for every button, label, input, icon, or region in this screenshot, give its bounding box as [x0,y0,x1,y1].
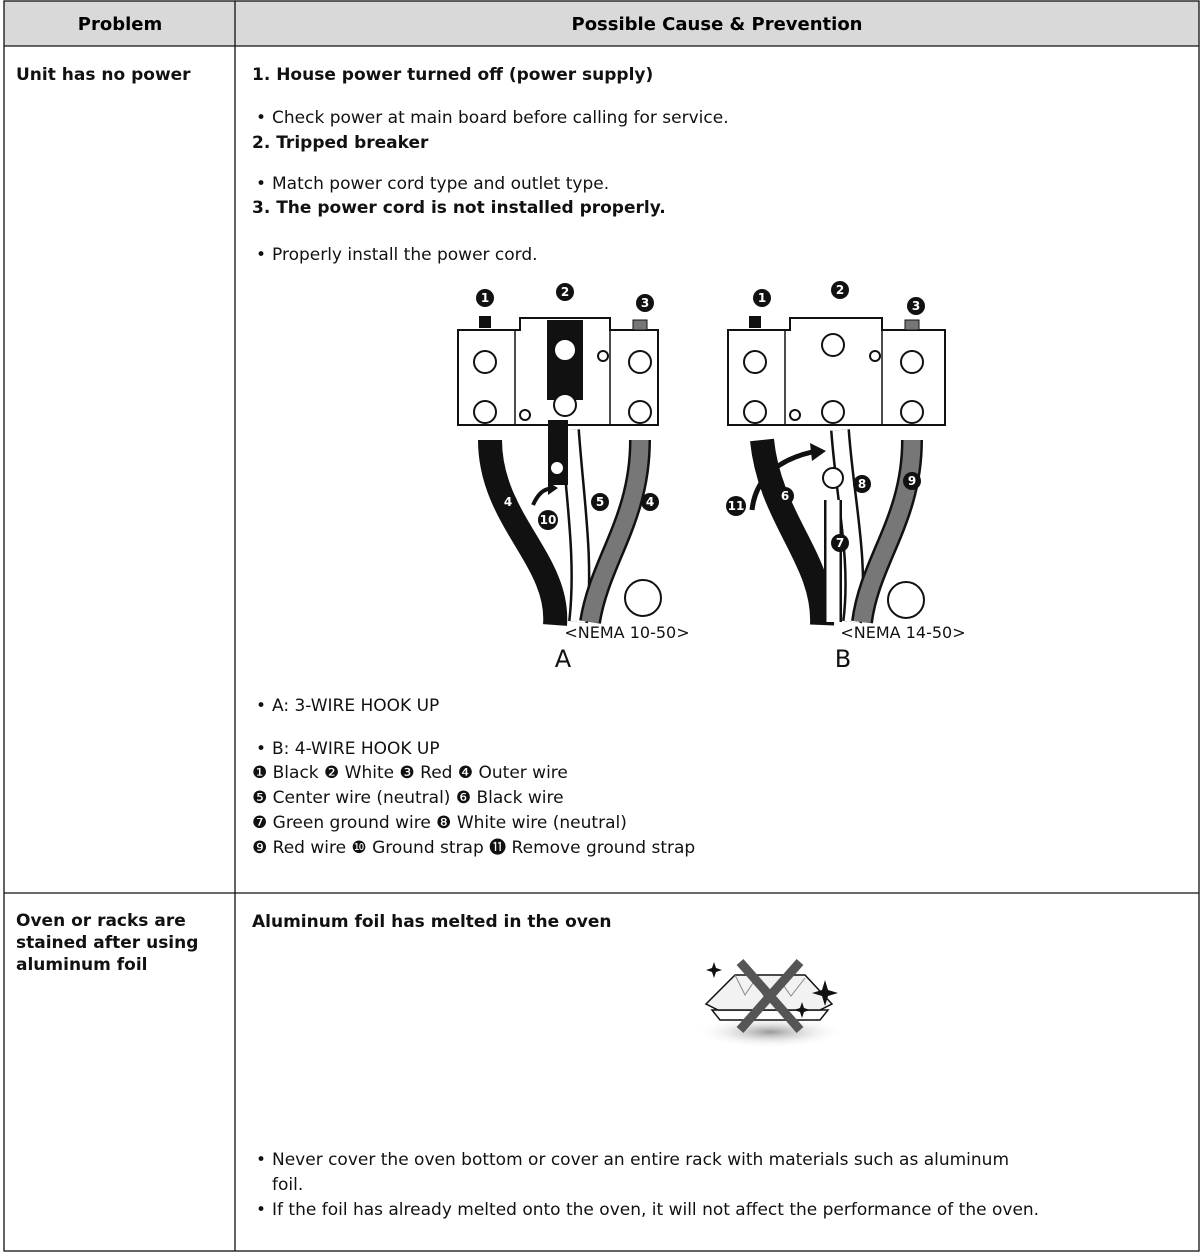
diagram-label: 3 [912,299,920,313]
table-grid [3,0,1200,1252]
bullet: Never cover the oven bottom or cover an … [252,1148,1032,1198]
diagram-label: 5 [596,495,604,509]
outlet-caption: <NEMA 14-50> [840,623,965,642]
foil-illustration [695,959,845,1048]
header-cause: Possible Cause & Prevention [572,14,863,35]
diagram-label: 4 [646,495,654,509]
legend-line: ❼ Green ground wire ❽ White wire (neutra… [252,813,627,833]
diagram-a: 1 2 3 4 10 5 4 <NEMA 10-50> A [457,283,690,673]
diagram-label: 2 [836,283,844,297]
diagram-label: 9 [908,474,916,488]
cause-heading: 3. The power cord is not installed prope… [252,198,666,218]
panel-letter: B [835,645,851,673]
diagram-label: 2 [561,285,569,299]
problem: Unit has no power [16,65,191,85]
diagram-label: 11 [728,499,745,513]
diagram-label: 8 [858,477,866,491]
cause-heading: 2. Tripped breaker [252,133,429,153]
diagram-label: 10 [540,513,557,527]
problem: Oven or racks are stained after using al… [16,911,199,975]
bullet: If the foil has already melted onto the … [252,1198,1062,1223]
diagram-label: 1 [481,291,489,305]
legend-line: ❺ Center wire (neutral) ❻ Black wire [252,788,564,808]
bullet: Match power cord type and outlet type. [252,172,609,197]
diagram-label: 1 [758,291,766,305]
outlet-caption: <NEMA 10-50> [564,623,689,642]
bullet: Check power at main board before calling… [252,106,729,131]
legend-line: ❶ Black ❷ White ❸ Red ❹ Outer wire [252,763,568,783]
panel-letter: A [555,645,572,673]
header-problem: Problem [78,14,162,35]
diagram-label: 3 [641,296,649,310]
bullet: B: 4-WIRE HOOK UP [252,737,440,762]
diagram-label: 7 [836,536,844,550]
bullet: Properly install the power cord. [252,243,538,268]
cause-heading: 1. House power turned off (power supply) [252,65,654,85]
legend-line: ❾ Red wire ❿ Ground strap ⓫ Remove groun… [252,838,696,858]
diagram-b: 1 2 3 6 11 8 9 7 <NEMA 14-50> B [726,281,966,673]
cause-heading: Aluminum foil has melted in the oven [252,912,612,932]
diagram-label: 4 [504,495,512,509]
header-bg [4,1,1199,46]
diagram-label: 6 [781,489,789,503]
bullet: A: 3-WIRE HOOK UP [252,694,439,719]
